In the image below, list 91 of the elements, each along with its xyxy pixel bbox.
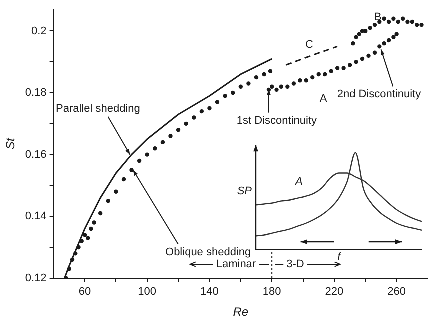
point: [208, 106, 212, 111]
point: [378, 44, 382, 49]
point: [268, 69, 273, 74]
point: [351, 41, 356, 46]
point: [262, 72, 266, 77]
x-tick-label: 140: [200, 286, 219, 298]
text: Parallel shedding: [56, 102, 140, 115]
point: [192, 116, 196, 120]
point: [98, 211, 103, 216]
point: [348, 63, 352, 68]
point: [122, 177, 126, 182]
point: [231, 90, 236, 96]
point: [342, 66, 346, 70]
point: [286, 84, 290, 89]
point: [176, 128, 181, 132]
point: [292, 82, 296, 86]
point: [386, 38, 392, 43]
point: [153, 146, 158, 151]
point: [386, 20, 392, 24]
series-label: A: [320, 93, 328, 106]
point: [106, 199, 110, 204]
x-tick-label: 260: [388, 286, 406, 298]
point: [360, 29, 365, 34]
y-tick-label: 0.14: [25, 210, 47, 223]
x-axis-title: f: [337, 251, 342, 264]
annotation: Laminar: [216, 258, 256, 271]
y-tick-label: 0.12: [25, 272, 47, 284]
point: [310, 75, 315, 80]
point: [274, 88, 279, 92]
series-label: C: [306, 39, 314, 52]
point: [392, 16, 396, 21]
point: [238, 84, 244, 89]
point: [316, 72, 321, 77]
point: [200, 109, 204, 114]
point: [372, 50, 378, 55]
annotation: 2nd Discontinuity: [337, 88, 422, 101]
point: [92, 220, 96, 225]
point: [364, 29, 368, 34]
y-axis-title: St: [4, 138, 18, 150]
point: [323, 72, 328, 77]
point: [382, 16, 386, 21]
series-label: B: [374, 11, 382, 24]
annotation: 3-D: [286, 258, 304, 271]
x-tick-label: 220: [325, 286, 344, 298]
point: [168, 134, 173, 138]
point: [298, 78, 302, 83]
point: [270, 84, 274, 89]
point: [382, 41, 386, 46]
point: [114, 190, 118, 194]
point: [396, 20, 400, 24]
text: Oblique shedding: [166, 246, 252, 258]
point: [246, 82, 251, 86]
point: [223, 94, 228, 98]
point: [360, 56, 365, 62]
point: [329, 69, 334, 74]
point: [279, 84, 284, 89]
point: [410, 20, 415, 24]
point: [86, 236, 90, 240]
point: [394, 32, 399, 36]
point: [354, 60, 358, 64]
point: [215, 100, 220, 104]
point: [357, 32, 362, 36]
point: [304, 78, 308, 83]
point: [82, 233, 88, 238]
point: [137, 158, 142, 164]
point: [160, 140, 166, 145]
point: [335, 66, 340, 70]
point: [89, 226, 94, 232]
point: [254, 75, 259, 80]
x-tick-label: 100: [138, 286, 157, 298]
annotation: 1st Discontinuity: [236, 114, 318, 127]
y-tick-label: 0.18: [25, 87, 47, 100]
point: [420, 22, 424, 28]
point: [406, 20, 410, 24]
point: [400, 16, 406, 21]
point: [414, 22, 420, 28]
x-tick-label: 60: [78, 286, 92, 298]
point: [372, 22, 378, 28]
y-axis-title: SP: [237, 186, 253, 198]
series-label: A: [294, 176, 303, 188]
x-axis-title: Re: [233, 305, 249, 320]
y-tick-label: 0.16: [25, 148, 47, 161]
point: [366, 54, 371, 58]
point: [368, 26, 372, 30]
point: [145, 152, 150, 157]
point: [392, 35, 396, 40]
point: [354, 35, 358, 40]
point: [130, 168, 134, 172]
x-tick-label: 180: [262, 286, 282, 298]
y-tick-label: 0.2: [32, 25, 47, 38]
point: [184, 122, 188, 126]
